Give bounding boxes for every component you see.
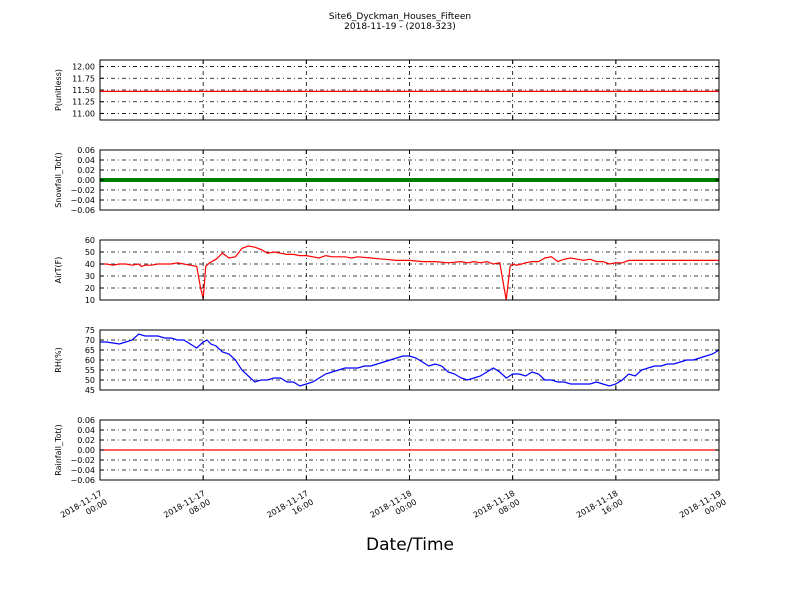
y-tick-label: 0.04 (77, 426, 95, 435)
y-tick-label: 30 (85, 272, 95, 281)
y-tick-label: 0.00 (77, 446, 95, 455)
panel-5: −0.06−0.04−0.020.000.020.040.06 Rainfall_… (54, 416, 720, 485)
panel-3: 10 20 30 40 50 60 AirT(F) (54, 236, 720, 305)
y-tick-label: 60 (85, 236, 95, 245)
y-axis-label: RH(%) (54, 347, 63, 372)
y-tick-label: 60 (85, 356, 95, 365)
y-tick-label: −0.04 (70, 196, 95, 205)
y-tick-label: 11.25 (72, 98, 95, 107)
y-tick-label: 70 (85, 336, 95, 345)
y-axis-label: AirT(F) (54, 257, 63, 284)
x-axis-label: Date/Time (366, 535, 454, 555)
y-tick-label: 50 (85, 248, 95, 257)
y-tick-label: 0.02 (77, 436, 95, 445)
y-tick-label: 0.06 (77, 416, 95, 425)
panels: 11.00 11.25 11.50 11.75 12.00 P(unitless) −0.0… (54, 59, 720, 485)
y-tick-label: 0.06 (77, 146, 95, 155)
y-axis-label: P(unitless) (54, 69, 63, 111)
y-axis-label: Rainfall_Tot() (54, 424, 63, 476)
y-tick-label: 0.00 (77, 176, 95, 185)
y-tick-label: −0.06 (70, 476, 95, 485)
y-tick-label: −0.06 (70, 206, 95, 215)
figure-title-line2: 2018-11-19 - (2018-323) (344, 22, 456, 32)
y-tick-label: 20 (85, 284, 95, 293)
y-tick-label: 0.02 (77, 166, 95, 175)
y-tick-label: −0.02 (70, 186, 95, 195)
y-tick-label: 40 (85, 260, 95, 269)
series-line (100, 333, 720, 387)
y-tick-label: 65 (85, 346, 95, 355)
y-tick-label: 12.00 (72, 63, 95, 72)
y-axis-label: Snowfall_Tot() (54, 152, 63, 208)
y-tick-label: 10 (85, 296, 95, 305)
y-tick-label: −0.04 (70, 466, 95, 475)
panel-2: −0.06−0.04−0.020.000.020.040.06 Snowfall_… (54, 146, 720, 215)
y-tick-label: −0.02 (70, 456, 95, 465)
y-tick-label: 55 (85, 366, 95, 375)
y-tick-label: 50 (85, 376, 95, 385)
y-tick-label: 0.04 (77, 156, 95, 165)
y-tick-label: 45 (85, 386, 95, 395)
panel-1: 11.00 11.25 11.50 11.75 12.00 P(unitless) (54, 59, 720, 121)
y-tick-label: 75 (85, 326, 95, 335)
figure-title-line1: Site6_Dyckman_Houses_Fifteen (329, 12, 471, 22)
y-tick-label: 11.00 (72, 109, 95, 118)
series-line (100, 245, 719, 301)
y-tick-label: 11.75 (72, 74, 95, 83)
y-tick-label: 11.50 (72, 86, 95, 95)
